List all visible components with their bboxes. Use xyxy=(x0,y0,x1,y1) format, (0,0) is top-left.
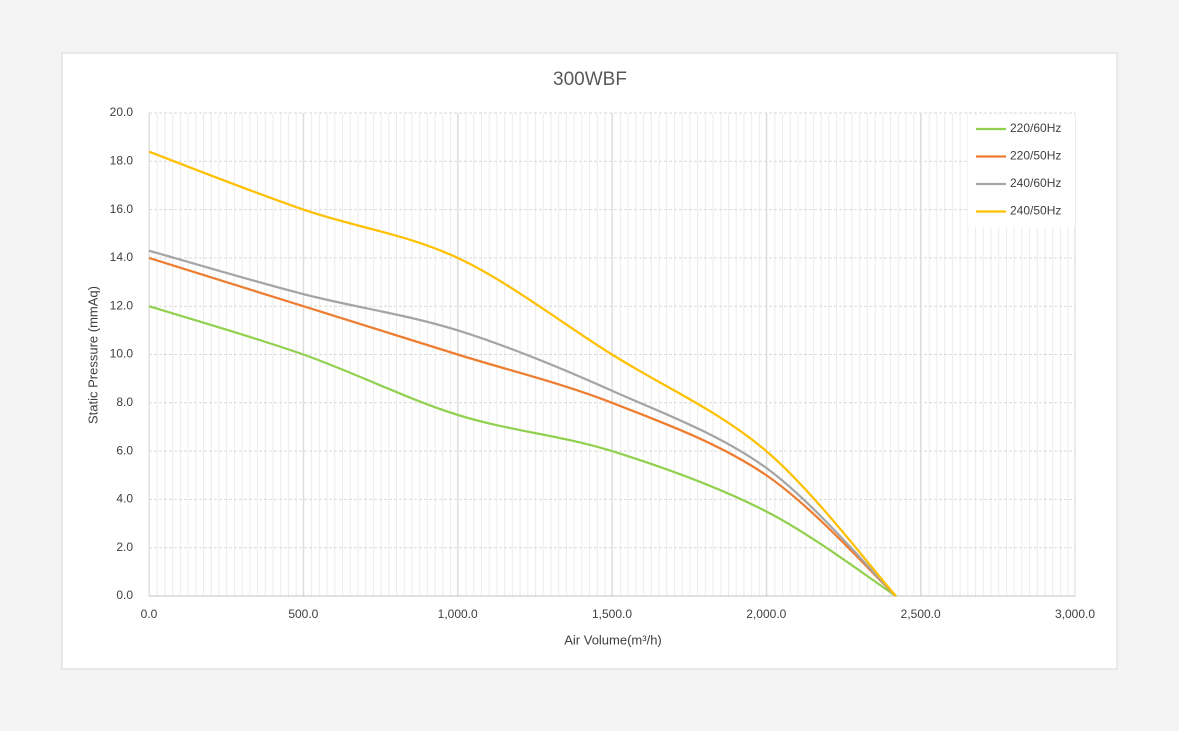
y-tick-label: 6.0 xyxy=(116,443,133,457)
x-tick-label: 3,000.0 xyxy=(1055,607,1095,621)
x-tick-label: 1,500.0 xyxy=(592,607,632,621)
y-tick-label: 4.0 xyxy=(116,492,133,506)
y-tick-label: 2.0 xyxy=(116,540,133,554)
y-tick-label: 8.0 xyxy=(116,395,133,409)
y-tick-label: 18.0 xyxy=(110,153,134,167)
series-line xyxy=(148,256,897,597)
legend-label: 220/50Hz xyxy=(1010,149,1061,163)
y-tick-label: 20.0 xyxy=(110,105,134,119)
x-tick-label: 1,000.0 xyxy=(438,607,478,621)
chart-title: 300WBF xyxy=(553,69,627,90)
y-tick-label: 0.0 xyxy=(116,588,133,602)
x-tick-label: 500.0 xyxy=(288,607,318,621)
series-line xyxy=(148,150,897,597)
y-tick-label: 10.0 xyxy=(110,347,134,361)
legend-label: 240/50Hz xyxy=(1010,204,1061,218)
y-axis-title: Static Pressure (mmAq) xyxy=(85,286,100,424)
y-tick-label: 16.0 xyxy=(110,202,134,216)
x-tick-label: 0.0 xyxy=(141,607,158,621)
legend-label: 220/60Hz xyxy=(1010,121,1061,135)
series-line xyxy=(148,249,897,597)
x-tick-label: 2,000.0 xyxy=(746,607,786,621)
x-axis-title: Air Volume(m³/h) xyxy=(564,632,662,647)
legend-label: 240/60Hz xyxy=(1010,176,1061,190)
y-tick-label: 12.0 xyxy=(110,298,134,312)
y-tick-label: 14.0 xyxy=(110,250,134,264)
legend-box xyxy=(968,115,1075,227)
series-line xyxy=(148,305,897,597)
x-tick-label: 2,500.0 xyxy=(901,607,941,621)
